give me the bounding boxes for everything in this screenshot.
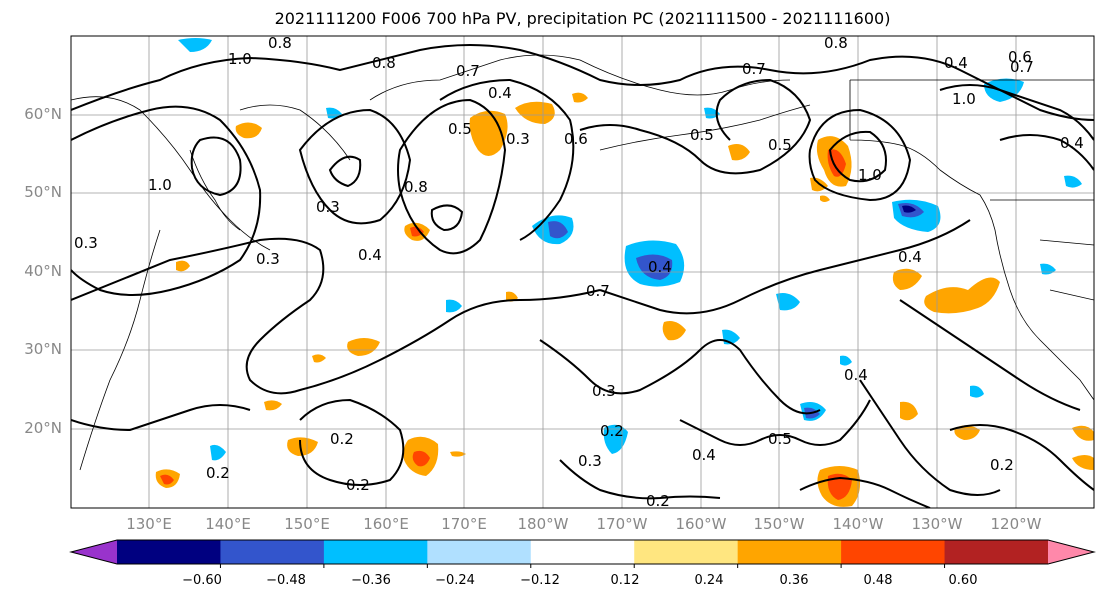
colorbar-segment [634, 540, 739, 564]
colorbar-tick-label: 0.12 [610, 573, 640, 588]
contour-label: 1.0 [858, 166, 882, 184]
lon-label: 130°E [126, 515, 172, 533]
contour-label: 0.7 [742, 60, 766, 78]
contour-label: 0.3 [592, 382, 616, 400]
contour-label: 0.4 [1060, 134, 1084, 152]
contour-label: 0.8 [404, 178, 428, 196]
colorbar-segment [117, 540, 221, 564]
lon-label: 150°W [753, 515, 805, 533]
contour-label-layer: 1.0 0.8 0.8 0.7 0.4 0.3 0.6 0.7 0.8 0.4 … [74, 34, 1084, 510]
precip-positive-areas [155, 92, 1094, 507]
lon-label: 160°W [675, 515, 727, 533]
colorbar-extend-high [1048, 540, 1094, 564]
contour-label: 0.3 [256, 250, 280, 268]
contour-label: 0.4 [898, 248, 922, 266]
contour-label: 0.7 [586, 282, 610, 300]
colorbar-tick-label: 0.48 [863, 573, 893, 588]
lon-label: 140°E [205, 515, 251, 533]
contour-label: 0.8 [824, 34, 848, 52]
contour-label: 0.4 [944, 54, 968, 72]
colorbar-tick-label: 0.36 [779, 573, 809, 588]
lon-label: 140°W [832, 515, 884, 533]
contour-label: 0.5 [448, 120, 472, 138]
contour-label: 0.6 [1008, 48, 1032, 66]
contour-label: 0.3 [316, 198, 340, 216]
lat-label: 50°N [24, 183, 62, 201]
contour-label: 0.4 [692, 446, 716, 464]
contour-label: 1.0 [228, 50, 252, 68]
lat-label: 30°N [24, 340, 62, 358]
colorbar-segment [323, 540, 428, 564]
colorbar-tick-label: −0.24 [435, 573, 475, 588]
lon-label: 120°W [990, 515, 1042, 533]
contour-label: 0.2 [600, 422, 624, 440]
contour-label: 0.2 [330, 430, 354, 448]
colorbar-tick-label: −0.36 [351, 573, 391, 588]
contour-label: 0.2 [346, 476, 370, 494]
contour-label: 0.8 [372, 54, 396, 72]
lat-label: 40°N [24, 262, 62, 280]
contour-label: 0.5 [768, 136, 792, 154]
colorbar-ticks [219, 564, 946, 568]
contour-label: 0.8 [268, 34, 292, 52]
lon-label: 130°W [911, 515, 963, 533]
lon-label: 180°W [517, 515, 569, 533]
contour-label: 0.7 [456, 62, 480, 80]
lat-label: 60°N [24, 105, 62, 123]
contour-label: 0.4 [648, 258, 672, 276]
colorbar-tick-label: −0.60 [182, 573, 222, 588]
contour-label: 0.3 [506, 130, 530, 148]
contour-label: 1.0 [148, 176, 172, 194]
colorbar-tick-label: 0.60 [948, 573, 978, 588]
contour-label: 0.5 [690, 126, 714, 144]
colorbar-segment [427, 540, 532, 564]
colorbar-extend-low [71, 540, 117, 564]
precip-negative-areas [178, 38, 1082, 461]
contour-label: 0.4 [488, 84, 512, 102]
lon-label: 170°W [596, 515, 648, 533]
lon-label: 150°E [284, 515, 330, 533]
contour-label: 0.2 [646, 492, 670, 510]
colorbar-tick-label: 0.24 [694, 573, 724, 588]
map-title: 2021111200 F006 700 hPa PV, precipitatio… [274, 9, 891, 28]
lon-label: 170°E [441, 515, 487, 533]
colorbar-segment [530, 540, 635, 564]
contour-label: 0.5 [768, 430, 792, 448]
lat-label: 20°N [24, 419, 62, 437]
colorbar-segments [71, 540, 1094, 564]
contour-label: 0.4 [358, 246, 382, 264]
contour-label: 0.2 [990, 456, 1014, 474]
contour-label: 0.6 [564, 130, 588, 148]
colorbar-segment [841, 540, 946, 564]
colorbar-segment [737, 540, 842, 564]
colorbar-tick-label: −0.12 [520, 573, 560, 588]
colorbar-segment [944, 540, 1049, 564]
colorbar-outline [69, 539, 1096, 565]
contour-label: 0.4 [844, 366, 868, 384]
contour-label: 0.3 [578, 452, 602, 470]
pv-contours [71, 44, 1094, 508]
colorbar-tick-label: −0.48 [266, 573, 306, 588]
contour-label: 0.2 [206, 464, 230, 482]
contour-label: 0.3 [74, 234, 98, 252]
colorbar-segment [220, 540, 325, 564]
lon-label: 160°E [363, 515, 409, 533]
map-frame [70, 35, 1095, 509]
contour-label: 0.7 [1010, 58, 1034, 76]
contour-label: 1.0 [952, 90, 976, 108]
